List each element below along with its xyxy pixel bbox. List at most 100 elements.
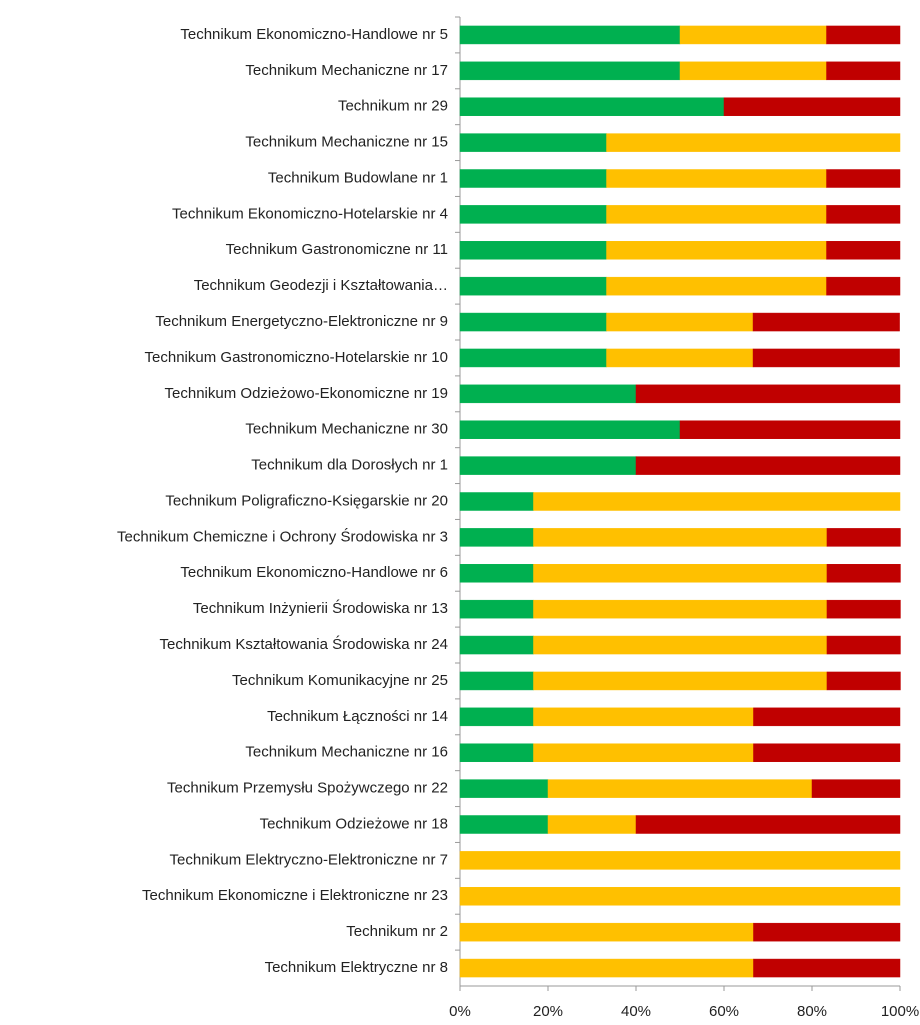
- bar-segment: [533, 528, 828, 547]
- y-tick-label: Technikum Budowlane nr 1: [268, 169, 448, 186]
- bar-segment: [533, 635, 828, 655]
- y-tick-label: Technikum Przemysłu Spożywczego nr 22: [167, 780, 448, 797]
- bar-segment: [547, 779, 813, 798]
- y-tick-label: Technikum Elektryczno-Elektroniczne nr 7: [170, 851, 448, 868]
- bar-segment: [533, 599, 828, 619]
- bar-segment: [459, 599, 534, 619]
- bar-segment: [459, 384, 637, 404]
- y-tick-label: Technikum Odzieżowe nr 18: [260, 815, 448, 832]
- bar-segment: [459, 492, 534, 511]
- bar-segment: [826, 169, 901, 188]
- bar-segment: [635, 456, 901, 475]
- bar-segment: [459, 922, 754, 942]
- bar-segment: [606, 205, 827, 224]
- y-tick-label: Technikum Mechaniczne nr 16: [245, 744, 448, 761]
- bar-segment: [752, 348, 900, 368]
- y-tick-label: Technikum nr 2: [346, 923, 448, 940]
- y-tick-label: Technikum nr 29: [338, 98, 448, 115]
- bar-segment: [459, 276, 607, 296]
- bar-segment: [679, 61, 827, 81]
- bar-segment: [679, 420, 901, 439]
- bar-segment: [752, 312, 900, 332]
- bar-segment: [459, 958, 754, 978]
- x-tick-label: 0%: [449, 1003, 471, 1020]
- bar-segment: [459, 61, 681, 81]
- bar-segment: [459, 169, 607, 188]
- bar-segment: [826, 671, 901, 691]
- y-tick-label: Technikum Ekonomiczno-Hotelarskie nr 4: [172, 205, 448, 222]
- bar-segment: [826, 205, 901, 224]
- x-tick-label: 60%: [709, 1003, 739, 1020]
- bar-segment: [459, 241, 607, 260]
- bar-segment: [606, 348, 754, 368]
- y-tick-label: Technikum dla Dorosłych nr 1: [251, 457, 448, 474]
- y-tick-label: Technikum Komunikacyjne nr 25: [232, 672, 448, 689]
- bar-segment: [459, 133, 607, 152]
- y-tick-label: Technikum Odzieżowo-Ekonomiczne nr 19: [165, 385, 448, 402]
- bar-segment: [459, 420, 681, 439]
- bar-segment: [826, 564, 901, 583]
- bar-segment: [459, 851, 901, 870]
- y-tick-label: Technikum Kształtowania Środowiska nr 24: [160, 635, 448, 653]
- bar-segment: [459, 25, 681, 45]
- bar-segment: [826, 635, 901, 655]
- y-tick-label: Technikum Chemiczne i Ochrony Środowiska…: [117, 527, 448, 545]
- bar-segment: [459, 887, 901, 906]
- bar-segment: [723, 97, 901, 116]
- bar-segment: [547, 815, 637, 834]
- bar-segment: [606, 312, 754, 332]
- bar-segment: [826, 528, 901, 547]
- y-tick-label: Technikum Geodezji i Kształtowania…: [194, 277, 448, 294]
- y-tick-label: Technikum Mechaniczne nr 30: [245, 421, 448, 438]
- y-tick-label: Technikum Inżynierii Środowiska nr 13: [193, 599, 448, 617]
- bar-segment: [826, 241, 901, 260]
- y-tick-label: Technikum Elektryczne nr 8: [265, 959, 448, 976]
- bar-segment: [606, 133, 901, 152]
- x-tick-label: 20%: [533, 1003, 563, 1020]
- bar-segment: [606, 241, 827, 260]
- bar-segment: [533, 564, 828, 583]
- bar-segment: [459, 743, 534, 762]
- bar-segment: [459, 205, 607, 224]
- bar-segment: [533, 743, 754, 762]
- bar-segment: [459, 348, 607, 368]
- bar-segment: [459, 635, 534, 655]
- y-tick-label: Technikum Mechaniczne nr 17: [245, 62, 448, 79]
- y-tick-label: Technikum Ekonomiczno-Handlowe nr 6: [180, 564, 448, 581]
- bar-segment: [533, 707, 754, 727]
- bar-segment: [635, 815, 901, 834]
- y-tick-label: Technikum Energetyczno-Elektroniczne nr …: [155, 313, 448, 330]
- bar-segment: [459, 456, 637, 475]
- bar-segment: [753, 958, 901, 978]
- bar-segment: [459, 312, 607, 332]
- bar-segment: [459, 564, 534, 583]
- x-tick-label: 80%: [797, 1003, 827, 1020]
- y-tick-label: Technikum Gastronomiczno-Hotelarskie nr …: [145, 349, 448, 366]
- bar-segment: [533, 492, 901, 511]
- bar-segment: [635, 384, 901, 404]
- y-tick-label: Technikum Mechaniczne nr 15: [245, 134, 448, 151]
- bar-segment: [826, 276, 901, 296]
- x-tick-label: 40%: [621, 1003, 651, 1020]
- bar-segment: [811, 779, 901, 798]
- bar-segment: [753, 922, 901, 942]
- x-tick-label: 100%: [881, 1003, 919, 1020]
- y-tick-label: Technikum Gastronomiczne nr 11: [226, 241, 448, 258]
- bar-segment: [533, 671, 828, 691]
- y-tick-label: Technikum Poligraficzno-Księgarskie nr 2…: [165, 492, 448, 509]
- y-tick-label: Technikum Ekonomiczne i Elektroniczne nr…: [142, 887, 448, 904]
- bar-segment: [826, 61, 901, 81]
- bar-segment: [459, 815, 549, 834]
- bar-segment: [459, 779, 549, 798]
- bar-segment: [459, 671, 534, 691]
- bar-segment: [753, 707, 901, 727]
- bar-segment: [679, 25, 827, 45]
- bar-segment: [459, 528, 534, 547]
- bar-segment: [826, 599, 901, 619]
- bar-segment: [459, 707, 534, 727]
- bar-segment: [753, 743, 901, 762]
- y-tick-label: Technikum Ekonomiczno-Handlowe nr 5: [180, 26, 448, 43]
- bar-segment: [459, 97, 725, 116]
- bar-segment: [606, 276, 827, 296]
